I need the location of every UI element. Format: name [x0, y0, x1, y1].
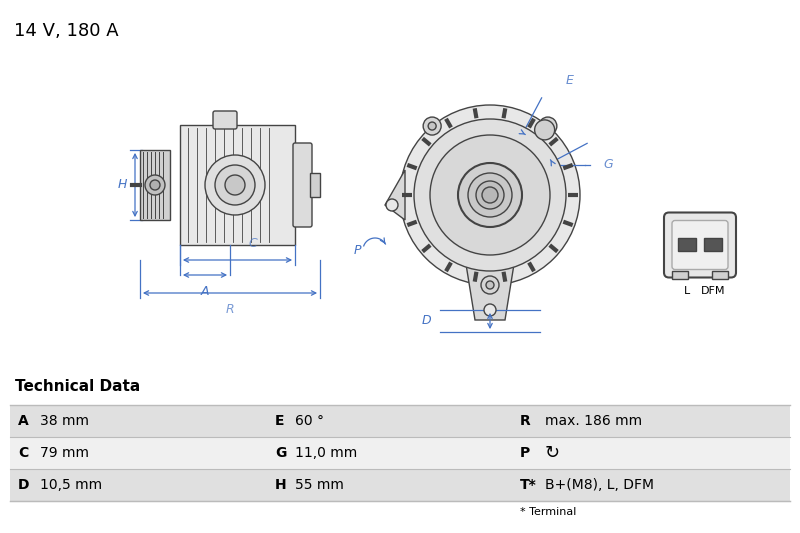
Polygon shape [385, 170, 405, 220]
Text: * Terminal: * Terminal [520, 507, 576, 517]
Text: A: A [201, 285, 210, 298]
Text: C: C [18, 446, 28, 460]
Circle shape [205, 155, 265, 215]
Circle shape [539, 117, 557, 135]
Text: Technical Data: Technical Data [15, 379, 140, 394]
Circle shape [458, 163, 522, 227]
Text: R: R [226, 303, 234, 316]
Text: E: E [275, 414, 285, 428]
Text: 38 mm: 38 mm [40, 414, 89, 428]
FancyBboxPatch shape [664, 213, 736, 278]
Circle shape [482, 187, 498, 203]
Text: 14 V, 180 A: 14 V, 180 A [14, 22, 118, 40]
Text: 79 mm: 79 mm [40, 446, 89, 460]
Bar [712, 271, 728, 279]
Circle shape [484, 304, 496, 316]
Bar [10, 469, 790, 501]
Text: D: D [421, 314, 431, 327]
FancyBboxPatch shape [672, 221, 728, 270]
Circle shape [414, 119, 566, 271]
Text: R: R [520, 414, 530, 428]
Circle shape [486, 281, 494, 289]
FancyBboxPatch shape [293, 143, 312, 227]
Text: H: H [118, 179, 126, 191]
Circle shape [468, 173, 512, 217]
Text: B+(M8), L, DFM: B+(M8), L, DFM [545, 478, 654, 492]
Circle shape [150, 180, 160, 190]
Text: DFM: DFM [701, 287, 726, 296]
Text: T*: T* [520, 478, 537, 492]
Circle shape [225, 175, 245, 195]
Circle shape [386, 199, 398, 211]
Circle shape [145, 175, 165, 195]
FancyBboxPatch shape [213, 111, 237, 129]
Text: 10,5 mm: 10,5 mm [40, 478, 102, 492]
Circle shape [481, 276, 499, 294]
Bar [10, 405, 790, 437]
Circle shape [400, 105, 580, 285]
Bar [10, 437, 790, 469]
Text: C: C [248, 237, 257, 250]
Text: D: D [18, 478, 30, 492]
Text: L: L [684, 287, 690, 296]
Circle shape [544, 122, 552, 130]
Bar [180, 125, 295, 245]
Bar [140, 150, 170, 220]
Bar [678, 238, 696, 251]
Polygon shape [465, 258, 515, 320]
Text: 60 °: 60 ° [295, 414, 324, 428]
Bar [672, 271, 688, 279]
Circle shape [534, 120, 554, 140]
Circle shape [215, 165, 255, 205]
Text: P: P [520, 446, 530, 460]
Circle shape [423, 117, 441, 135]
Text: A: A [18, 414, 29, 428]
Circle shape [430, 135, 550, 255]
Text: H: H [275, 478, 286, 492]
Text: ↻: ↻ [545, 444, 560, 462]
Text: E: E [566, 74, 574, 86]
Bar [310, 173, 320, 197]
Text: 11,0 mm: 11,0 mm [295, 446, 358, 460]
Bar [704, 238, 722, 251]
Text: G: G [275, 446, 286, 460]
Circle shape [476, 181, 504, 209]
Text: max. 186 mm: max. 186 mm [545, 414, 642, 428]
Text: G: G [603, 158, 613, 172]
Text: P: P [354, 244, 361, 256]
Circle shape [428, 122, 436, 130]
Text: 55 mm: 55 mm [295, 478, 344, 492]
